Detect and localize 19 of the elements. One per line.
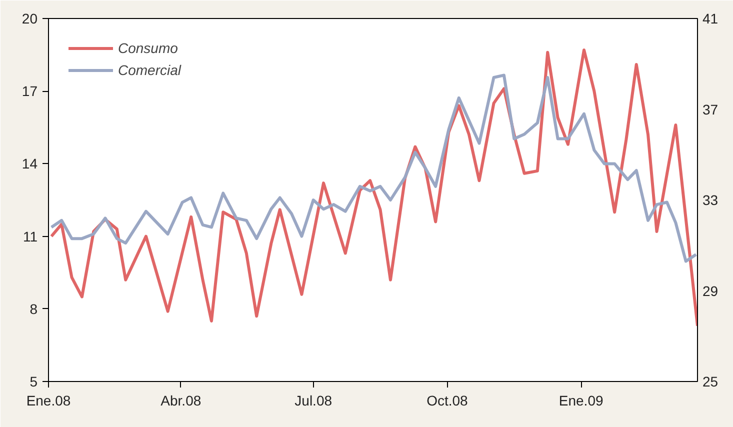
y2-tick-label: 41 xyxy=(702,10,718,26)
legend-label: Comercial xyxy=(118,62,182,78)
line-series xyxy=(50,74,698,263)
y2-tick-label: 33 xyxy=(702,192,718,208)
y-tick-label: 17 xyxy=(22,83,38,100)
y2-tick-label: 25 xyxy=(702,374,718,390)
y2-tick-label: 37 xyxy=(702,101,718,118)
x-tick-label: Oct.08 xyxy=(426,392,468,408)
x-tick-label: Jul.08 xyxy=(294,392,332,408)
y-tick-label: 20 xyxy=(22,10,38,26)
x-tick-label: Abr.08 xyxy=(160,392,202,408)
x-tick-label: Ene.08 xyxy=(26,392,71,408)
y2-tick-label: 29 xyxy=(702,282,718,299)
y-tick-label: 5 xyxy=(30,374,38,390)
y-tick-label: 11 xyxy=(22,228,38,244)
x-tick-label: Ene.09 xyxy=(558,392,604,408)
y-tick-label: 8 xyxy=(30,300,38,317)
legend-label: Consumo xyxy=(118,40,178,56)
y-tick-label: 14 xyxy=(22,156,38,172)
